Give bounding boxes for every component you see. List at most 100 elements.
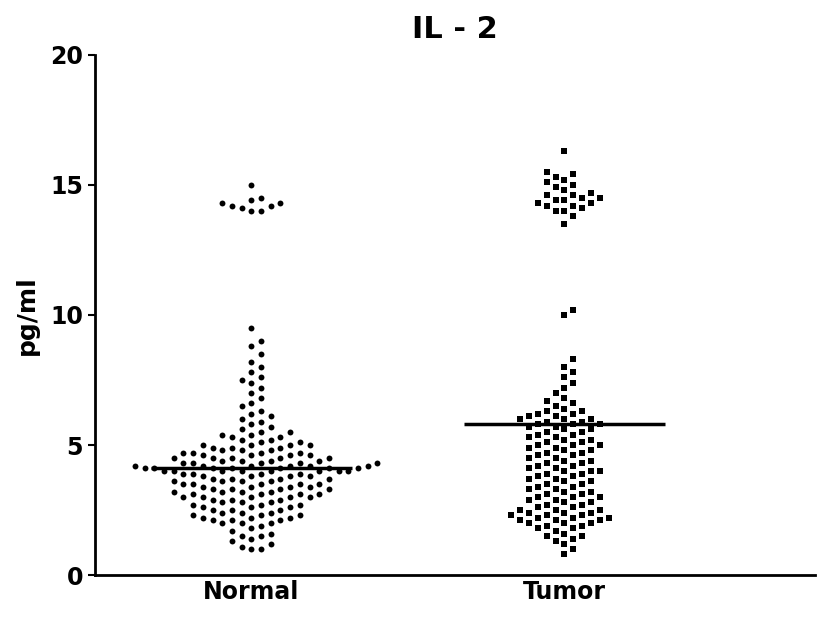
Point	[549, 474, 562, 484]
Point	[274, 432, 287, 442]
Point	[540, 458, 554, 468]
Point	[284, 440, 297, 450]
Point	[284, 427, 297, 437]
Point	[593, 440, 607, 450]
Point	[235, 203, 248, 213]
Point	[549, 453, 562, 463]
Point	[177, 469, 190, 478]
Point	[531, 451, 544, 461]
Point	[567, 440, 580, 450]
Point	[187, 510, 200, 520]
Point	[540, 479, 554, 489]
Point	[177, 448, 190, 458]
Point	[293, 438, 306, 448]
Point	[264, 529, 277, 539]
Point	[549, 536, 562, 546]
Point	[567, 430, 580, 439]
Point	[158, 466, 171, 476]
Point	[575, 510, 588, 520]
Point	[584, 414, 598, 424]
Point	[567, 471, 580, 481]
Point	[255, 469, 268, 478]
Point	[245, 471, 258, 481]
Point	[255, 458, 268, 468]
Point	[558, 466, 571, 476]
Point	[549, 401, 562, 411]
Point	[558, 219, 571, 229]
Point	[575, 406, 588, 416]
Point	[522, 474, 535, 484]
Point	[225, 516, 238, 526]
Point	[274, 453, 287, 463]
Point	[255, 531, 268, 541]
Point	[303, 461, 316, 471]
Point	[522, 412, 535, 422]
Point	[255, 336, 268, 346]
Point	[575, 438, 588, 448]
Point	[255, 393, 268, 403]
Point	[584, 477, 598, 487]
Point	[303, 471, 316, 481]
Point	[522, 518, 535, 528]
Point	[575, 479, 588, 489]
Point	[255, 438, 268, 448]
Point	[593, 466, 607, 476]
Point	[264, 497, 277, 507]
Point	[531, 419, 544, 429]
Point	[187, 490, 200, 500]
Point	[235, 375, 248, 385]
Point	[235, 414, 248, 424]
Point	[531, 492, 544, 502]
Point	[322, 484, 335, 494]
Point	[567, 399, 580, 409]
Point	[293, 490, 306, 500]
Point	[225, 443, 238, 452]
Point	[264, 412, 277, 422]
Point	[575, 193, 588, 203]
Point	[522, 443, 535, 452]
Point	[558, 477, 571, 487]
Point	[245, 513, 258, 523]
Point	[593, 193, 607, 203]
Point	[245, 341, 258, 351]
Point	[303, 482, 316, 491]
Point	[322, 453, 335, 463]
Point	[313, 466, 326, 476]
Title: IL - 2: IL - 2	[412, 15, 498, 44]
Point	[567, 544, 580, 554]
Point	[245, 399, 258, 409]
Point	[245, 323, 258, 333]
Point	[196, 492, 209, 502]
Point	[245, 180, 258, 190]
Point	[235, 542, 248, 552]
Point	[540, 190, 554, 200]
Point	[245, 409, 258, 418]
Point	[567, 354, 580, 364]
Point	[255, 427, 268, 437]
Point	[549, 443, 562, 452]
Point	[575, 469, 588, 478]
Point	[549, 172, 562, 182]
Point	[255, 206, 268, 216]
Point	[567, 419, 580, 429]
Point	[575, 521, 588, 530]
Point	[567, 367, 580, 377]
Point	[558, 518, 571, 528]
Point	[575, 500, 588, 510]
Point	[567, 461, 580, 471]
Point	[264, 422, 277, 432]
Point	[284, 503, 297, 513]
Point	[558, 497, 571, 507]
Point	[540, 469, 554, 478]
Point	[216, 497, 229, 507]
Point	[216, 198, 229, 208]
Point	[216, 456, 229, 465]
Point	[549, 432, 562, 442]
Point	[264, 201, 277, 210]
Point	[235, 508, 248, 517]
Point	[196, 471, 209, 481]
Y-axis label: pg/ml: pg/ml	[15, 275, 39, 355]
Point	[216, 445, 229, 455]
Point	[540, 167, 554, 177]
Point	[235, 401, 248, 411]
